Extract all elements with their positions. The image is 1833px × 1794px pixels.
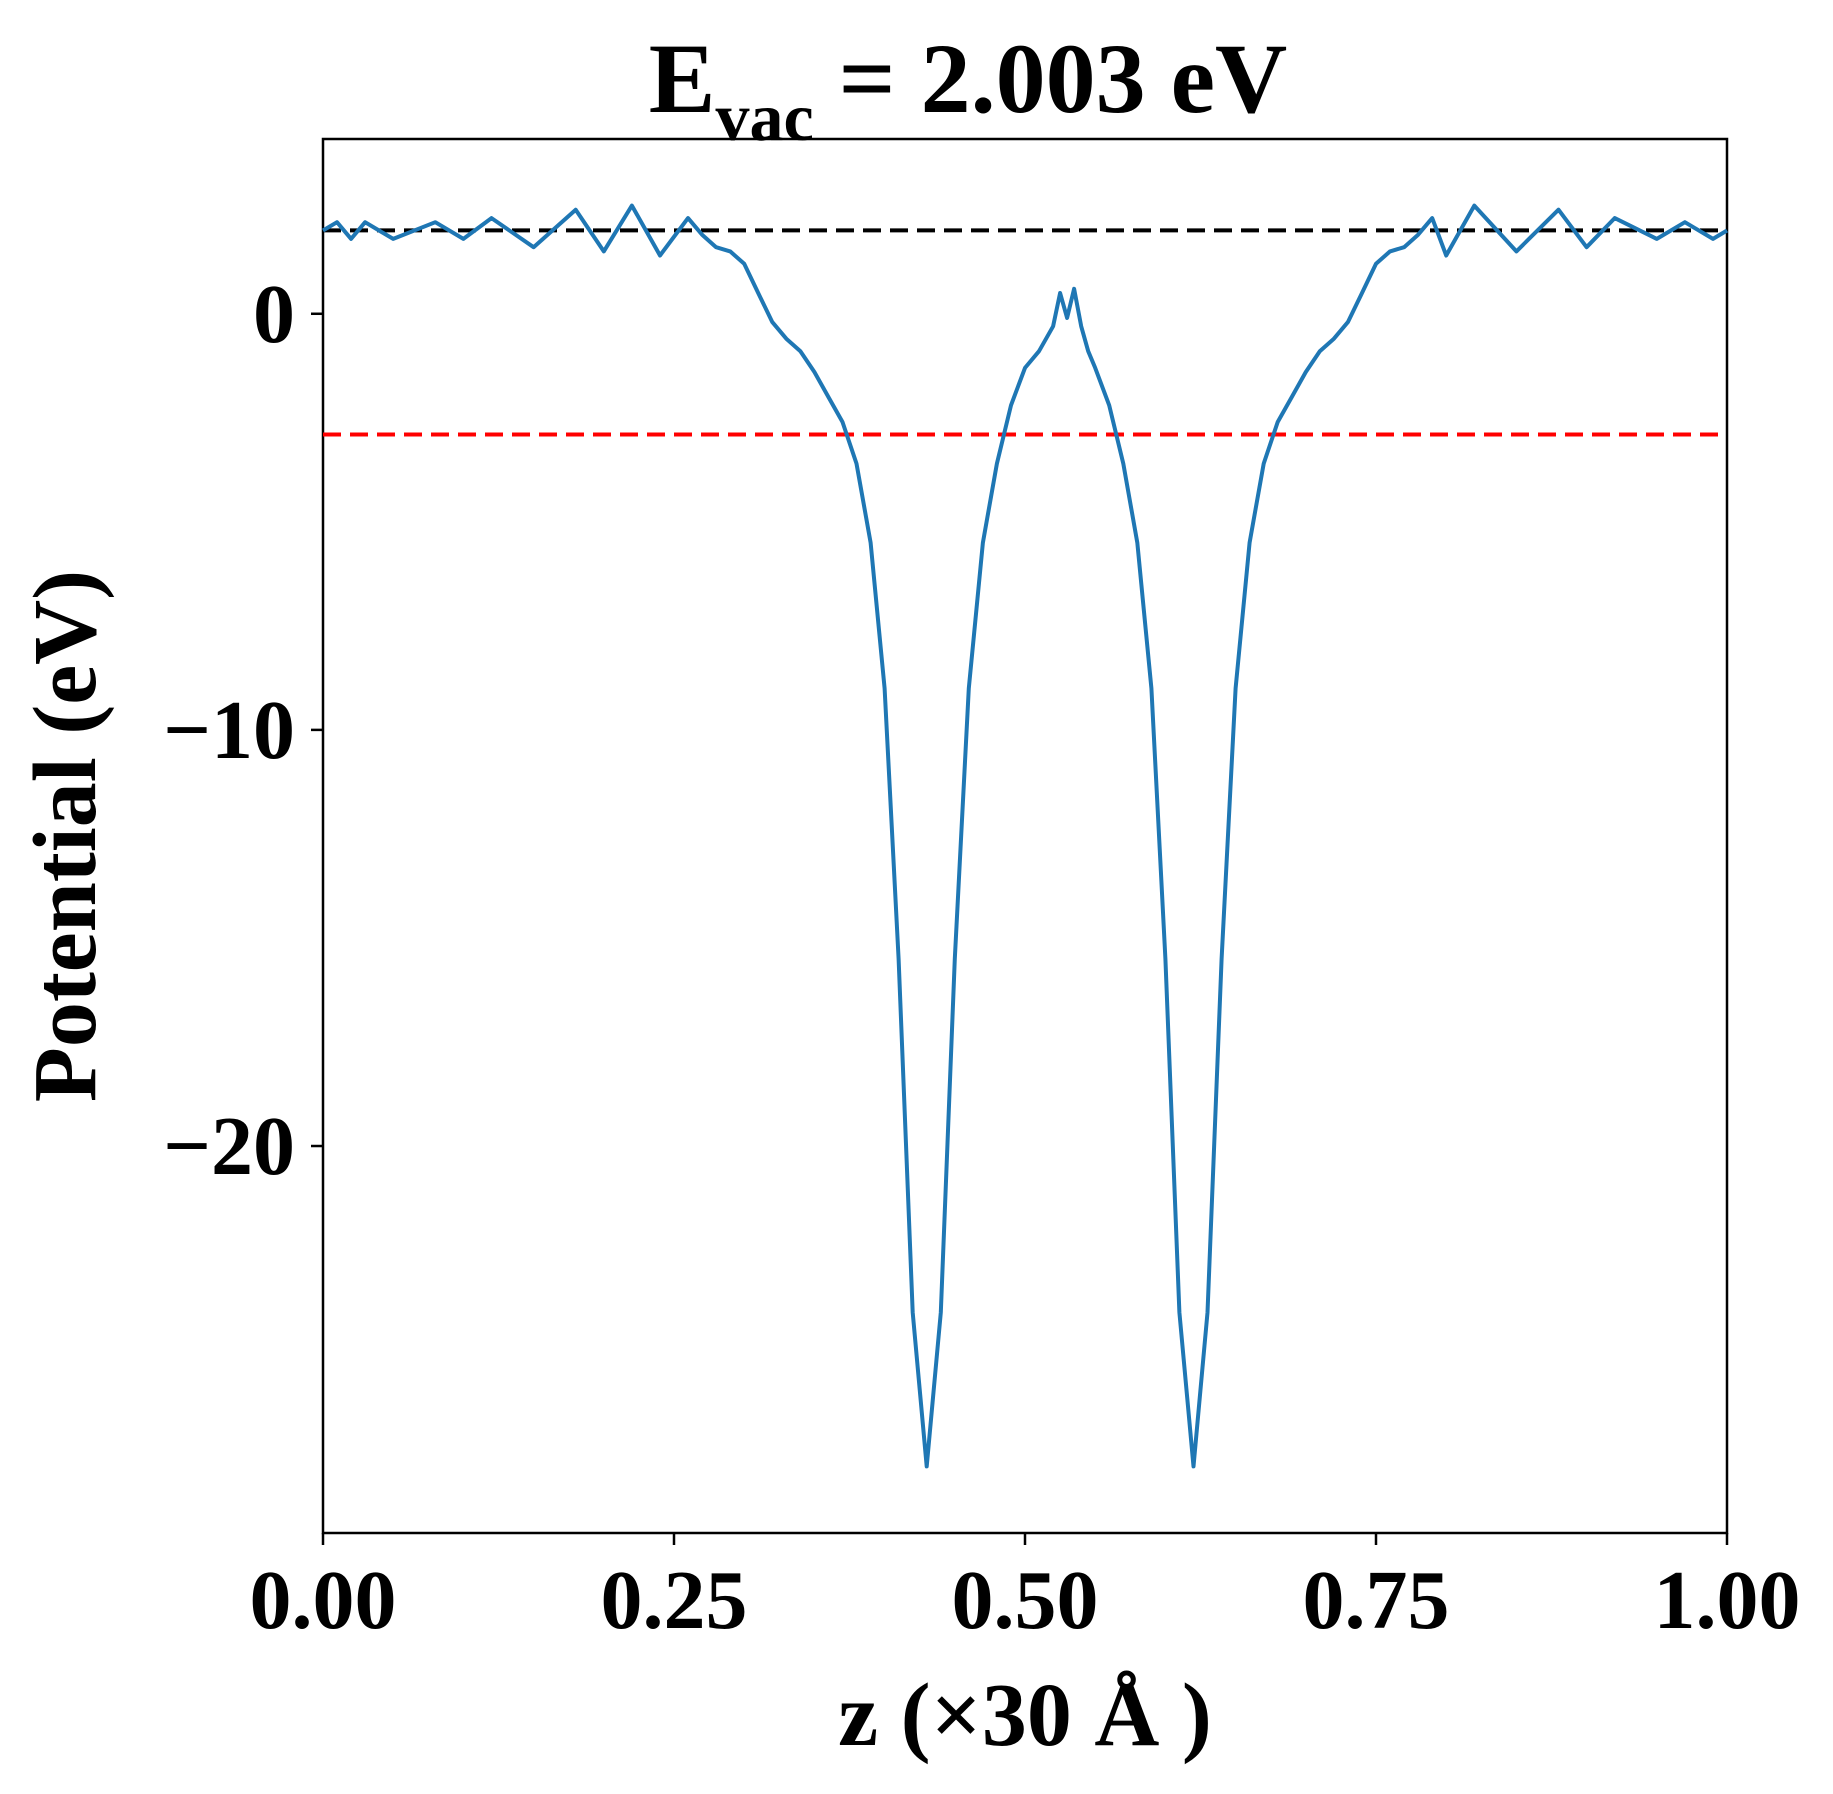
y-tick-label: −10	[163, 684, 295, 777]
y-tick-label: −20	[163, 1100, 295, 1193]
x-tick-label: 0.75	[1303, 1554, 1450, 1647]
plot-area	[321, 137, 1729, 1535]
x-tick-label: 0.25	[601, 1554, 748, 1647]
x-tick-label: 1.00	[1654, 1554, 1801, 1647]
title-rest: = 2.003 eV	[814, 23, 1288, 134]
chart-title: Evac = 2.003 eV	[649, 23, 1287, 155]
x-tick-label: 0.50	[952, 1554, 1099, 1647]
x-axis-label: z (×30 Å )	[838, 1666, 1212, 1765]
y-axis-ticks: 0 −10 −20	[163, 268, 323, 1193]
x-axis-ticks: 0.00 0.25 0.50 0.75 1.00	[250, 1533, 1801, 1647]
y-tick-label: 0	[253, 268, 295, 361]
title-subscript: vac	[715, 79, 813, 155]
potential-series-line	[321, 203, 1729, 1469]
y-axis-label: Potential (eV)	[16, 570, 115, 1102]
x-tick-label: 0.00	[250, 1554, 397, 1647]
title-main-text: E	[649, 23, 716, 134]
